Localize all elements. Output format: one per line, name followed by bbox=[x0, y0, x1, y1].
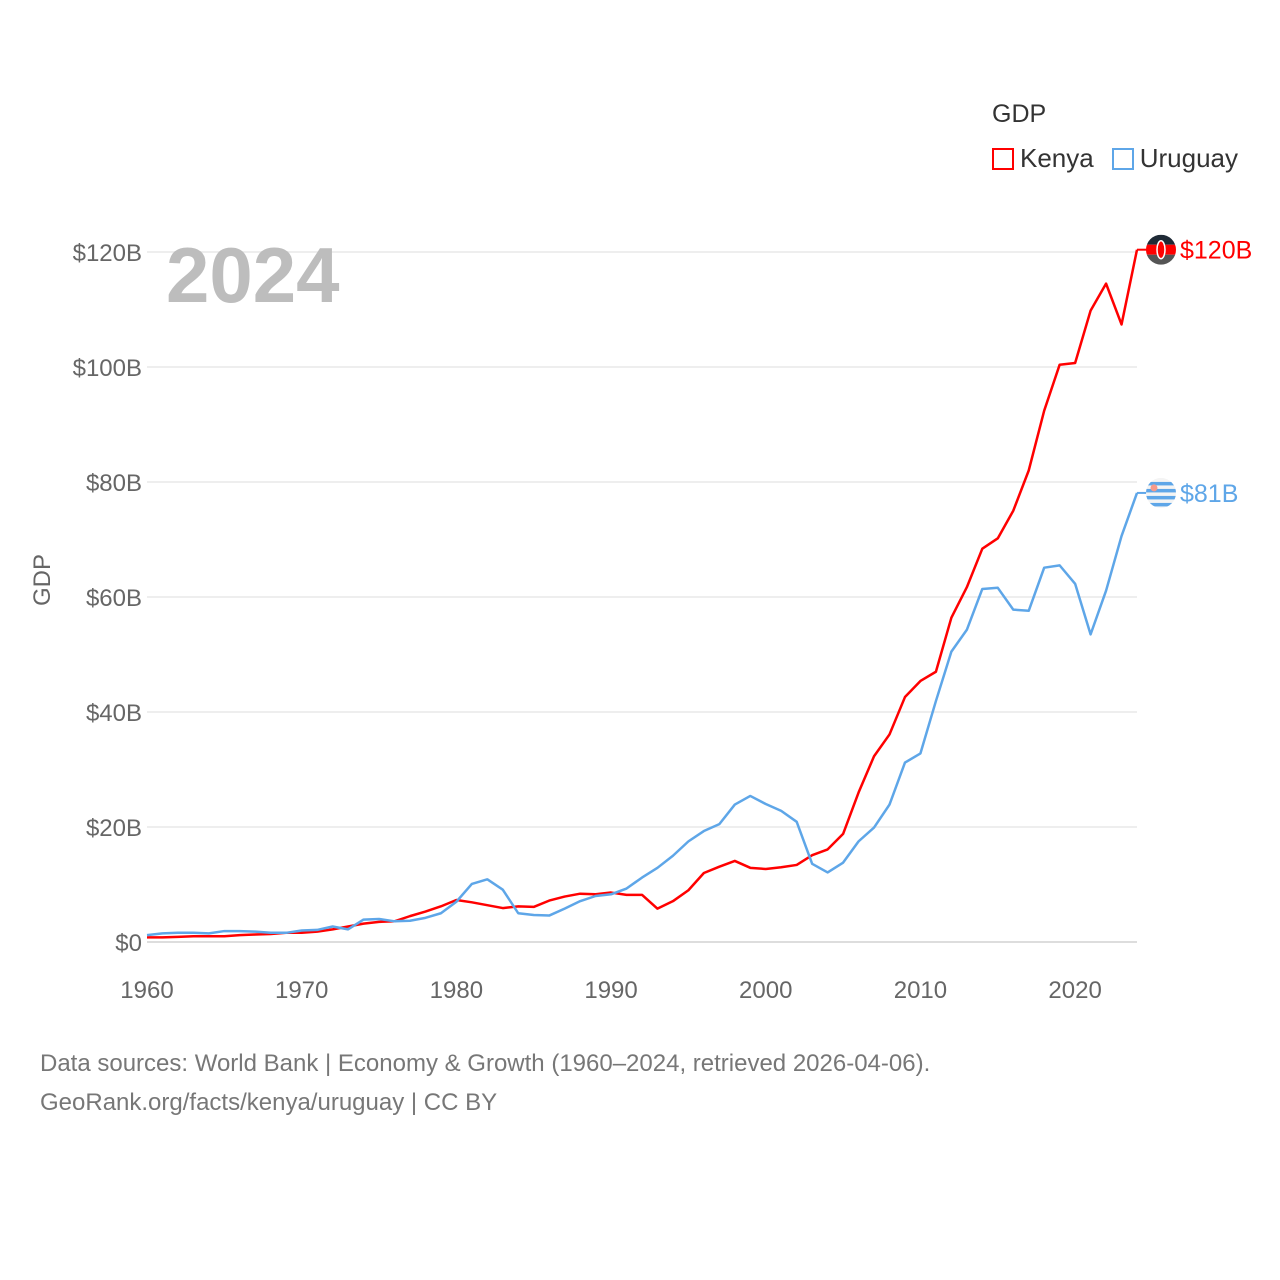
kenya-flag-icon bbox=[1146, 234, 1176, 265]
y-tick-label: $20B bbox=[86, 815, 142, 842]
end-value-label: $81B bbox=[1180, 480, 1238, 508]
y-tick-label: $40B bbox=[86, 700, 142, 727]
kenya-swatch bbox=[992, 147, 1014, 170]
x-tick-label: 2010 bbox=[894, 977, 947, 1004]
footer: Data sources: World Bank | Economy & Gro… bbox=[40, 1044, 930, 1122]
end-value-label: $120B bbox=[1180, 237, 1252, 265]
y-tick-label: $100B bbox=[73, 355, 142, 382]
legend-item-uruguay[interactable]: Uruguay bbox=[1111, 143, 1239, 174]
legend-title: GDP bbox=[992, 100, 1047, 128]
uruguay-swatch bbox=[1111, 147, 1134, 170]
uruguay-flag-icon bbox=[1146, 477, 1176, 508]
x-tick-label: 2000 bbox=[739, 977, 792, 1004]
y-tick-label: $60B bbox=[86, 585, 142, 612]
legend-label: Kenya bbox=[1020, 143, 1094, 173]
source-link[interactable]: GeoRank.org/facts/kenya/uruguay | CC BY bbox=[40, 1089, 498, 1116]
x-tick-label: 2020 bbox=[1048, 977, 1101, 1004]
series-line-uruguay bbox=[146, 492, 1139, 937]
legend: Kenya Uruguay bbox=[992, 143, 1238, 174]
y-tick-label: $0 bbox=[115, 930, 142, 957]
x-tick-label: 1980 bbox=[430, 977, 483, 1004]
y-tick-label: $80B bbox=[86, 470, 142, 497]
y-tick-label: $120B bbox=[73, 240, 142, 267]
y-axis-label: GDP bbox=[29, 554, 56, 606]
x-tick-label: 1970 bbox=[275, 977, 328, 1004]
year-label: 2024 bbox=[166, 231, 340, 319]
data-sources: Data sources: World Bank | Economy & Gro… bbox=[40, 1050, 931, 1077]
legend-item-kenya[interactable]: Kenya bbox=[992, 143, 1094, 174]
legend-label: Uruguay bbox=[1139, 143, 1239, 173]
x-tick-label: 1990 bbox=[584, 977, 637, 1004]
x-tick-label: 1960 bbox=[120, 977, 173, 1004]
series-line-kenya bbox=[147, 249, 1139, 939]
